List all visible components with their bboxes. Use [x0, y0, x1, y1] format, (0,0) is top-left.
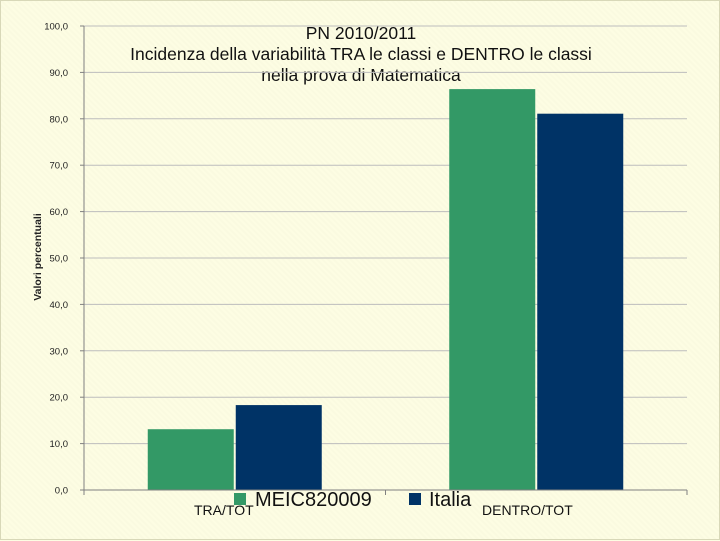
y-tick-labels: 0,0 10,0 20,0 30,0 40,0 50,0 60,0 70,0 80,0 90,0 1… — [44, 22, 68, 497]
y-tick-label: 100,0 — [44, 22, 68, 33]
legend-label-italia: Italia — [429, 489, 472, 511]
legend-swatch-italia — [409, 493, 421, 505]
chart-title-line-1: PN 2010/2011 — [305, 23, 417, 43]
y-tick-label: 90,0 — [50, 68, 69, 79]
y-axis-title: Valori percentuali — [32, 213, 44, 301]
category-label: TRA/TOT — [194, 502, 254, 518]
chart-title-line-3: nella prova di Matematica — [261, 65, 461, 85]
bar-meic820009-tra-tot — [147, 429, 234, 490]
legend: MEIC820009 Italia — [234, 489, 472, 511]
y-tick-label: 40,0 — [50, 300, 69, 311]
legend-label-meic820009: MEIC820009 — [255, 489, 372, 511]
y-tick-label: 20,0 — [50, 393, 69, 404]
y-tick-label: 10,0 — [50, 439, 69, 450]
y-tick-label: 70,0 — [50, 161, 69, 172]
chart-title: PN 2010/2011 Incidenza della variabilità… — [91, 23, 631, 86]
y-tick-label: 60,0 — [50, 207, 69, 218]
y-tick-label: 0,0 — [55, 486, 68, 497]
y-tick-label: 50,0 — [50, 254, 69, 265]
y-tick-label: 30,0 — [50, 346, 69, 357]
bars — [147, 89, 624, 491]
category-label: DENTRO/TOT — [482, 502, 573, 518]
bar-italia-dentro-tot — [537, 113, 624, 491]
legend-swatch-meic820009 — [234, 493, 246, 505]
bar-meic820009-dentro-tot — [449, 89, 536, 490]
x-axis-ticks — [83, 490, 688, 495]
chart-title-line-2: Incidenza della variabilità TRA le class… — [130, 44, 592, 64]
bar-italia-tra-tot — [235, 405, 322, 490]
category-labels: TRA/TOT DENTRO/TOT — [194, 502, 573, 518]
y-tick-label: 80,0 — [50, 114, 69, 125]
